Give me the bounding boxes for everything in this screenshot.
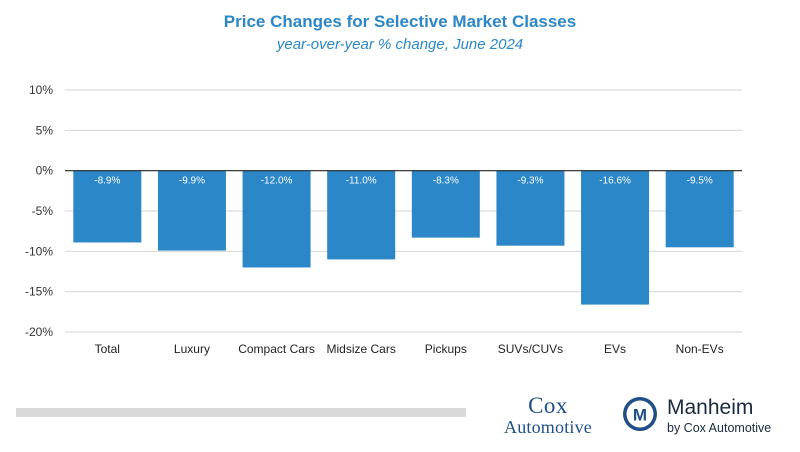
- cox-logo-line2: Automotive: [504, 417, 592, 437]
- bar: [242, 170, 311, 268]
- manheim-logo-subtitle: by Cox Automotive: [667, 421, 772, 435]
- bar: [496, 170, 565, 246]
- data-label: -9.9%: [179, 176, 205, 187]
- data-label: -8.3%: [433, 176, 459, 187]
- cox-logo-line1: Cox: [528, 393, 568, 418]
- x-tick-label: Compact Cars: [238, 342, 315, 356]
- x-tick-label: SUVs/CUVs: [498, 342, 563, 356]
- bar: [665, 170, 734, 248]
- chart-subtitle: year-over-year % change, June 2024: [276, 36, 524, 53]
- bar: [581, 170, 650, 305]
- data-label: -9.3%: [517, 176, 543, 187]
- footer-divider-bar: [16, 408, 466, 417]
- data-label: -11.0%: [346, 176, 377, 187]
- y-tick-label: -15%: [25, 285, 53, 299]
- y-tick-label: 10%: [29, 83, 53, 97]
- x-tick-label: Midsize Cars: [327, 342, 396, 356]
- bar: [411, 170, 480, 238]
- manheim-logo-name: Manheim: [667, 396, 754, 419]
- data-label: -8.9%: [94, 176, 120, 187]
- manheim-logo-letter: M: [633, 406, 647, 425]
- x-tick-label: Total: [95, 342, 120, 356]
- y-tick-label: -5%: [32, 204, 54, 218]
- x-tick-label: EVs: [604, 342, 626, 356]
- bar-chart: 10% 5% 0% -5% -10% -15% -20% -8.9% Total -9.9% Lux…: [25, 83, 742, 356]
- y-tick-label: 0%: [36, 164, 54, 178]
- y-tick-label: -20%: [25, 325, 53, 339]
- data-label: -9.5%: [687, 176, 713, 187]
- bar: [157, 170, 226, 251]
- bar: [73, 170, 142, 243]
- manheim-logo-icon: M: [623, 397, 657, 431]
- x-tick-label: Luxury: [174, 342, 210, 356]
- cox-automotive-logo: Cox Automotive: [486, 394, 610, 436]
- data-label: -16.6%: [599, 176, 631, 187]
- bar: [327, 170, 396, 260]
- y-tick-label: 5%: [36, 123, 54, 137]
- y-tick-label: -10%: [25, 244, 53, 258]
- chart-title: Price Changes for Selective Market Class…: [223, 12, 577, 31]
- data-label: -12.0%: [261, 176, 293, 187]
- x-tick-label: Pickups: [425, 342, 467, 356]
- x-tick-label: Non-EVs: [676, 342, 724, 356]
